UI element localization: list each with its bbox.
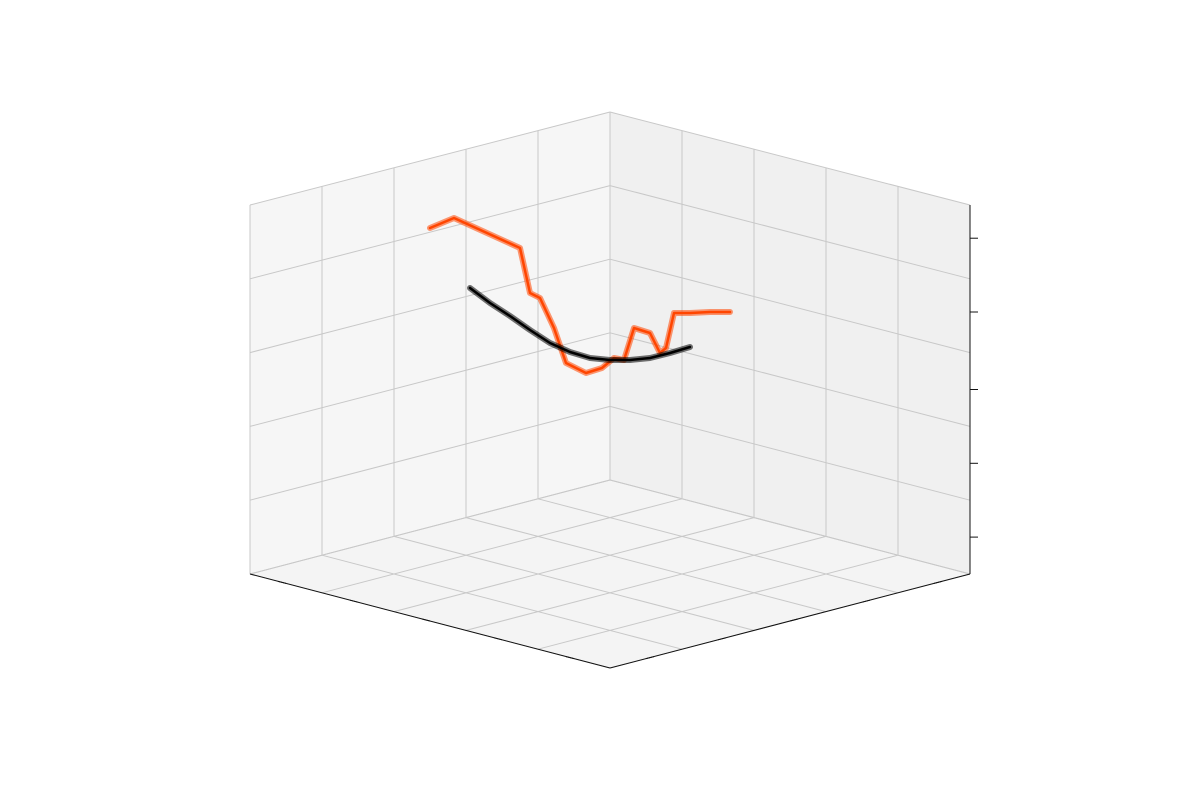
series-line: [468, 286, 692, 362]
y-axis-tick: [645, 656, 655, 660]
x-axis-tick: [565, 656, 575, 660]
series-line: [428, 216, 732, 375]
grid-line: [249, 185, 611, 280]
grid-line: [249, 111, 611, 206]
grid-line: [393, 535, 755, 631]
grid-line: [249, 405, 611, 501]
x-axis-tick: [493, 637, 503, 641]
grid-line: [321, 554, 683, 650]
y-axis-tick: [717, 637, 727, 641]
pane-left: [250, 112, 610, 574]
x-axis-tick: [277, 580, 287, 584]
series-layer: [427, 215, 733, 376]
y-axis-tick: [933, 580, 943, 584]
y-axis-tick: [861, 599, 871, 603]
grid-line: [249, 258, 611, 354]
grid-line: [609, 185, 971, 280]
grid-line: [537, 554, 899, 650]
x-axis-tick: [349, 599, 359, 603]
grid-line: [609, 332, 971, 427]
axes: [249, 205, 978, 669]
grid-line: [609, 405, 971, 501]
grid-line: [321, 498, 683, 594]
grid-line: [465, 517, 827, 613]
grid-line: [537, 498, 899, 594]
y-axis-tick: [789, 618, 799, 622]
grid-line: [393, 517, 755, 613]
grid-line: [609, 479, 971, 575]
grid-line: [249, 479, 611, 575]
grid-line: [609, 111, 971, 206]
grid-line: [465, 535, 827, 631]
grid-line: [249, 332, 611, 427]
grid-line: [609, 258, 971, 354]
x-axis-tick: [421, 618, 431, 622]
pane-right: [610, 112, 970, 574]
